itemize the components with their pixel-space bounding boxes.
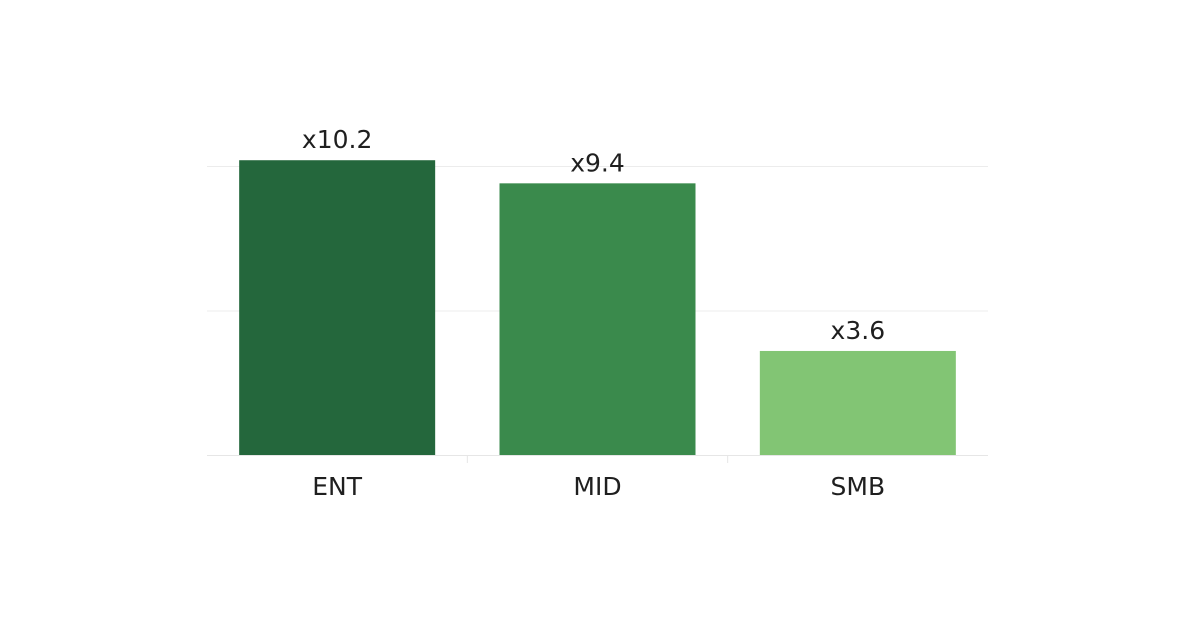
x-tick-label-mid: MID — [573, 472, 621, 501]
data-label-smb: x3.6 — [831, 316, 886, 345]
data-labels: x10.2 x9.4 x3.6 — [302, 125, 885, 345]
bars — [239, 160, 956, 455]
x-axis: ENT MID SMB — [207, 455, 988, 501]
bar-smb — [759, 350, 956, 455]
bar-mid — [499, 183, 696, 455]
x-tick-label-smb: SMB — [831, 472, 886, 501]
x-tick-label-ent: ENT — [312, 472, 362, 501]
data-label-mid: x9.4 — [570, 148, 625, 177]
data-label-ent: x10.2 — [302, 125, 372, 154]
bar-ent — [239, 160, 436, 455]
